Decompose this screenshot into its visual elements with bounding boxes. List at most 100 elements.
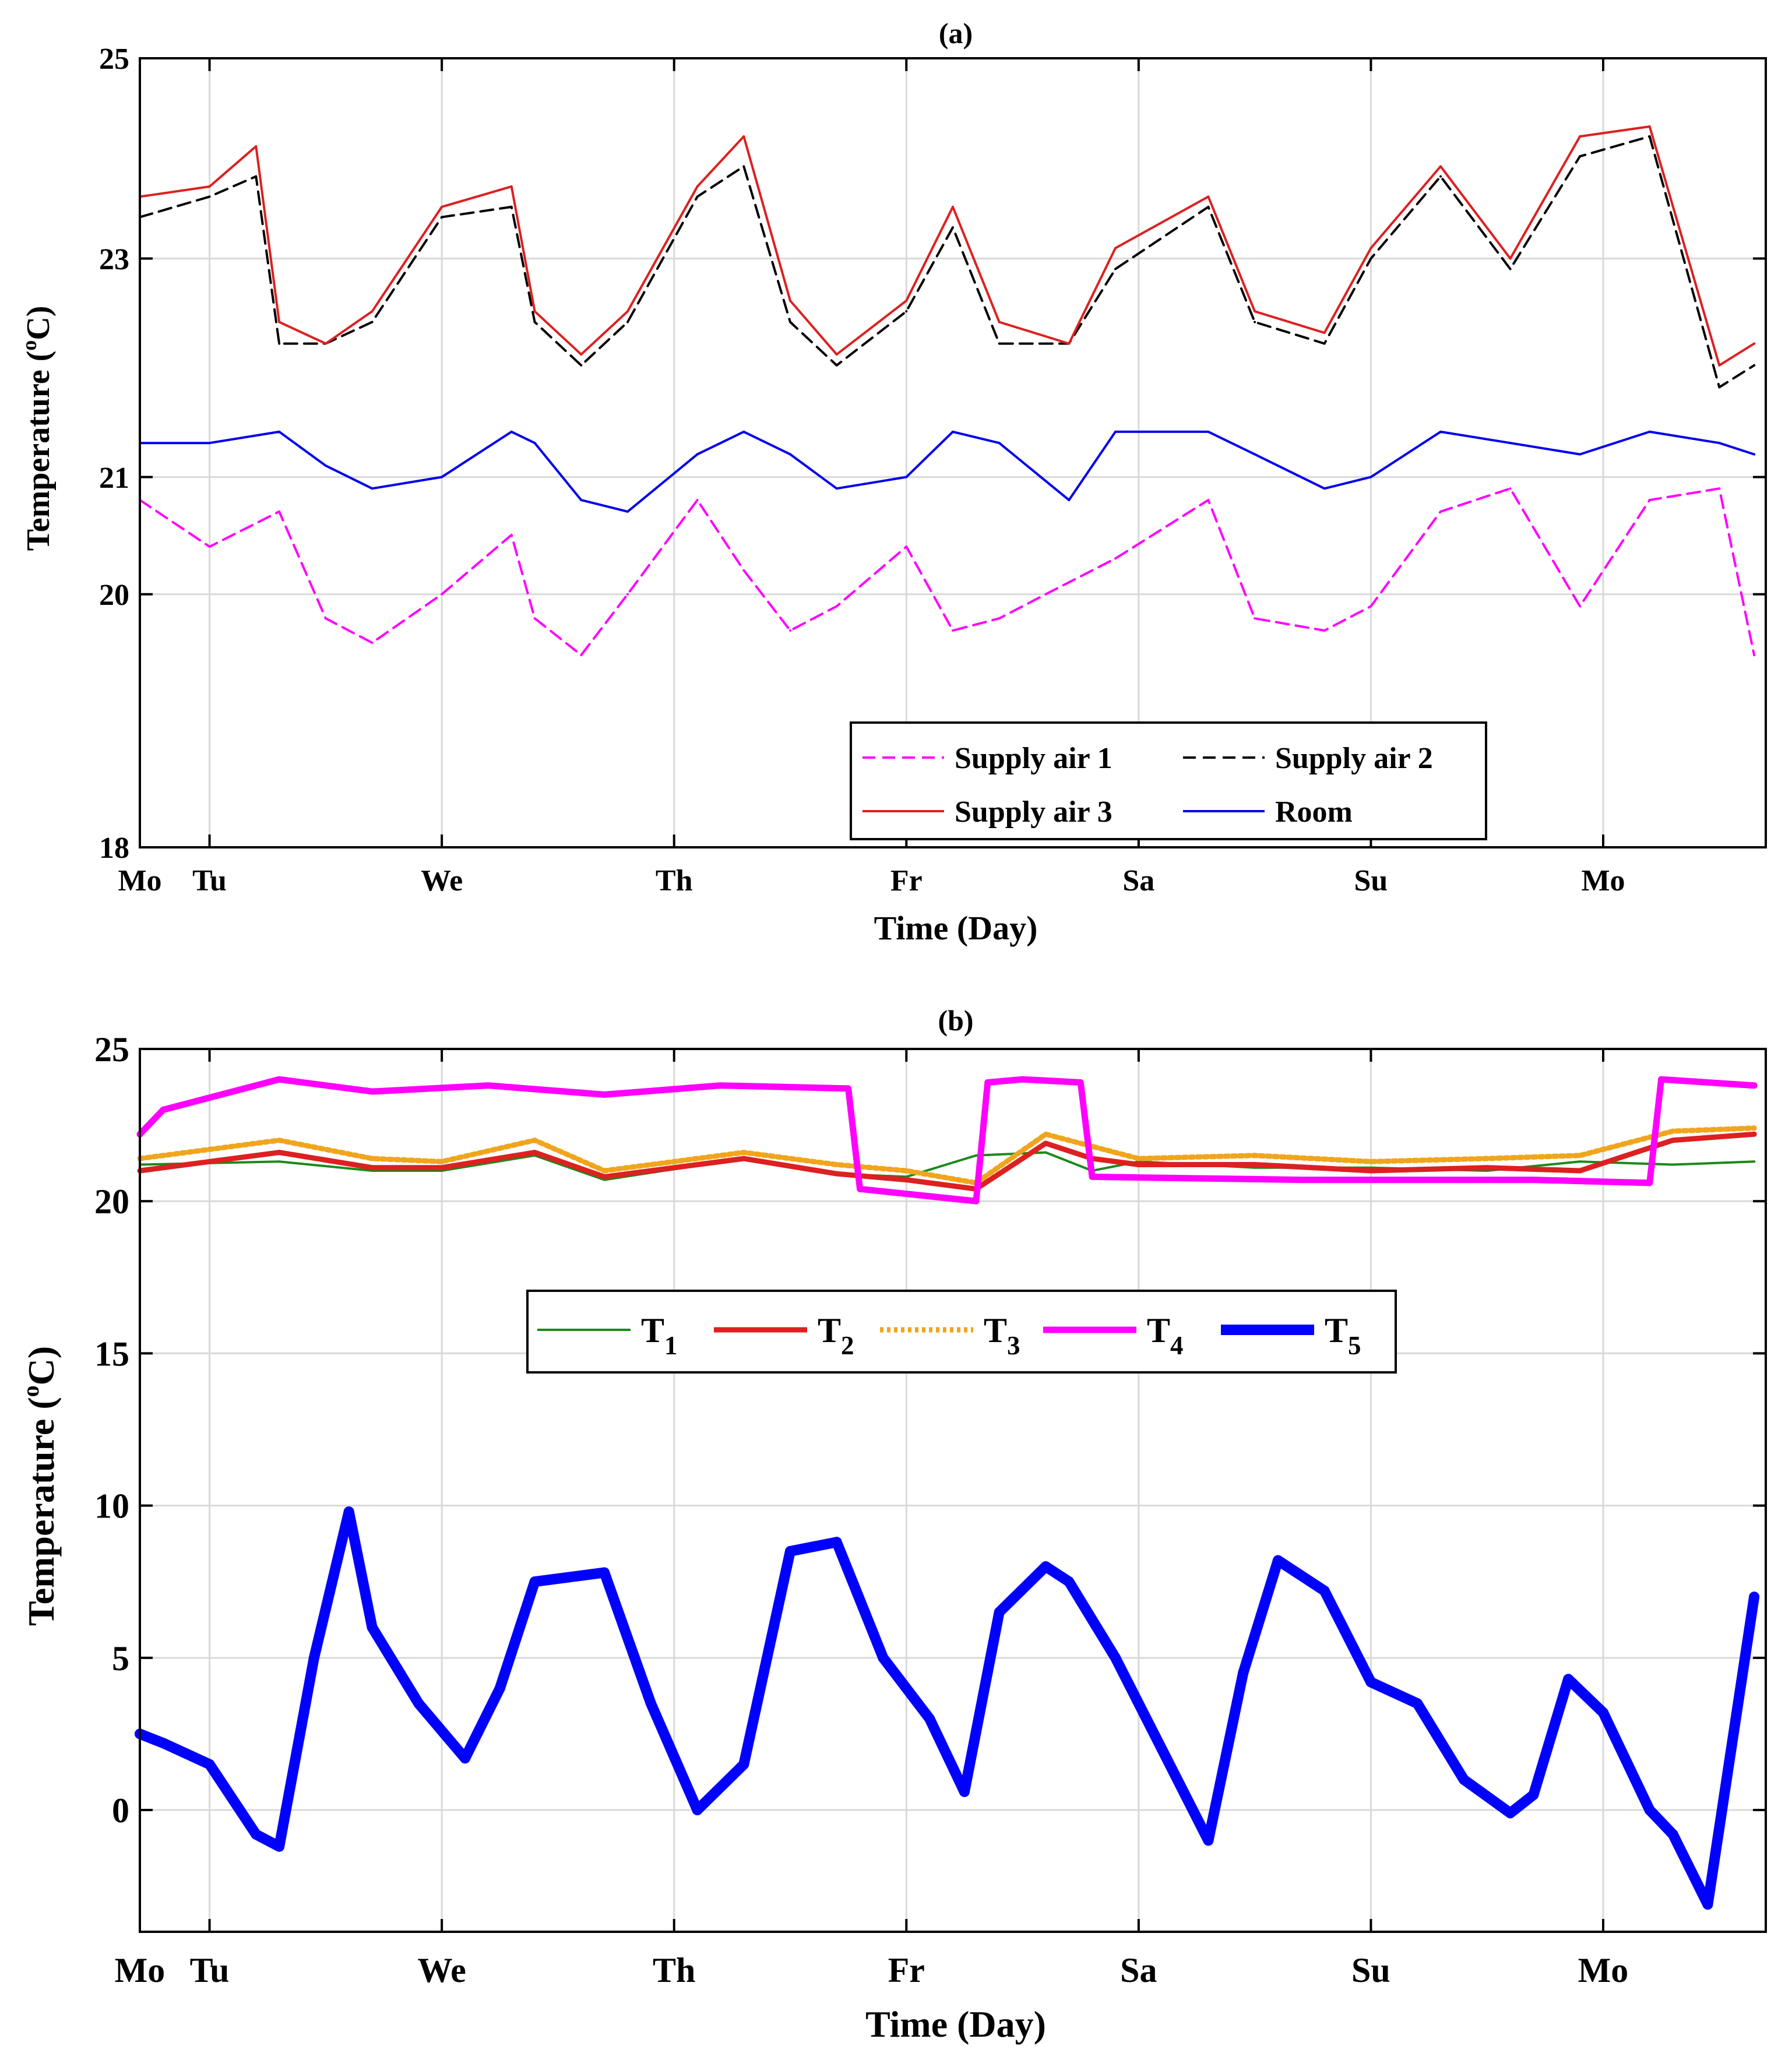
chart-b-ytick-label-0: 0 xyxy=(112,1791,129,1830)
chart-a-series-3-point-20 xyxy=(1254,453,1256,456)
chart-b-series-4-point-30 xyxy=(1365,1677,1376,1688)
chart-a-series-0-point-6 xyxy=(510,534,513,536)
chart-a-series-2-point-9 xyxy=(580,353,583,356)
chart-b-xtick-label-3: Th xyxy=(653,1951,695,1989)
chart-b-series-2-point-1 xyxy=(276,1138,282,1143)
chart-a-ytick-label-4: 25 xyxy=(99,43,129,76)
chart-a-legend: Supply air 1 Supply air 2 Supply air 3 Room xyxy=(850,721,1487,840)
chart-b-series-3-point-8 xyxy=(857,1185,864,1192)
chart-a-xtick-label-1: Tu xyxy=(192,864,227,897)
chart-b-x-axis-label: Time (Day) xyxy=(865,2003,1046,2045)
chart-a-legend-label-1: Supply air 2 xyxy=(1275,742,1433,775)
chart-a-series-1-point-6 xyxy=(441,216,443,219)
chart-b-series-1-point-15 xyxy=(1484,1165,1490,1171)
chart-b-title: (b) xyxy=(938,1004,973,1037)
chart-a-series-3-point-21 xyxy=(1323,487,1326,490)
chart-b-series-2-point-3 xyxy=(439,1158,445,1164)
chart-a-series-3-point-11 xyxy=(742,430,745,433)
chart-b-series-4-point-3 xyxy=(251,1829,262,1840)
chart-b-series-4-point-11 xyxy=(529,1576,540,1587)
chart-b-legend-label-2-main: T xyxy=(984,1311,1007,1350)
chart-b-y-axis-label: Temperature (oC) xyxy=(17,1346,62,1626)
chart-a-ylabel-end: C) xyxy=(20,306,57,340)
chart-b-legend-label-4: T5 xyxy=(1325,1311,1361,1360)
chart-b-series-4-point-37 xyxy=(1644,1805,1655,1815)
chart-a-series-3-point-7 xyxy=(533,442,536,445)
chart-a-series-0-point-26 xyxy=(1648,499,1651,502)
chart-b-series-1-point-3 xyxy=(439,1165,445,1171)
chart-a-series-0-point-23 xyxy=(1439,510,1442,513)
chart-a-series-0-point-11 xyxy=(742,569,745,572)
chart-b-legend-label-2: T3 xyxy=(984,1311,1020,1360)
chart-a-series-2-point-1 xyxy=(208,185,211,188)
chart-a-series-3-point-28 xyxy=(1753,453,1756,456)
chart-b-series-1-point-6 xyxy=(741,1156,747,1161)
chart-b-series-1-point-13 xyxy=(1252,1162,1258,1167)
chart-b-series-4-point-39 xyxy=(1702,1899,1713,1910)
chart-a-series-0-point-16 xyxy=(998,617,1001,620)
chart-b-series-0-point-18 xyxy=(1753,1160,1756,1163)
chart-b-series-4-point-12 xyxy=(599,1567,610,1578)
chart-b-series-4-point-34 xyxy=(1528,1789,1539,1800)
chart-a-xtick-label-0: Mo xyxy=(118,864,161,897)
chart-a-series-1-point-21 xyxy=(1254,321,1256,323)
chart-b-series-3-point-5 xyxy=(601,1091,608,1098)
chart-b-series-3-point-6 xyxy=(717,1082,724,1089)
chart-a-series-3-point-2 xyxy=(278,430,281,433)
chart-a-series-2-point-19 xyxy=(1114,247,1117,249)
chart-a-series-3-point-4 xyxy=(371,487,374,490)
chart-a-series-2-point-29 xyxy=(1753,342,1756,345)
chart-a-series-2-point-20 xyxy=(1207,195,1210,198)
chart-a-series-3-point-23 xyxy=(1439,430,1442,433)
chart-b-legend-label-0: T1 xyxy=(641,1311,678,1360)
chart-a-series-1-line xyxy=(139,135,1756,389)
chart-b-xtick-label-6: Su xyxy=(1351,1951,1390,1989)
chart-a-series-3-point-25 xyxy=(1579,453,1582,456)
chart-a-series-2-point-13 xyxy=(789,300,791,302)
chart-a-series-2-point-5 xyxy=(371,310,374,313)
chart-a-series-1-point-27 xyxy=(1648,135,1651,138)
chart-a-series-1-point-26 xyxy=(1579,155,1582,158)
chart-a-series-0-point-22 xyxy=(1369,605,1372,608)
chart-b-ytick-label-4: 20 xyxy=(94,1182,129,1221)
chart-a-legend-box xyxy=(850,721,1487,840)
chart-b-series-1-point-16 xyxy=(1577,1168,1583,1174)
chart-b-series-2-point-2 xyxy=(369,1156,375,1161)
chart-b-series-3-point-11 xyxy=(1019,1076,1026,1083)
chart-a-series-0-point-10 xyxy=(696,499,699,502)
chart-a-legend-label-3-main: Room xyxy=(1275,795,1353,829)
chart-b-legend-label-1: T2 xyxy=(818,1311,854,1360)
chart-b-series-4-point-14 xyxy=(692,1805,703,1815)
chart-a-series-1-point-7 xyxy=(510,206,513,208)
chart-a-series-3-point-24 xyxy=(1509,442,1512,445)
chart-b-series-4-point-4 xyxy=(274,1841,285,1852)
chart-a-series-3-point-10 xyxy=(696,453,699,456)
chart-a-ylabel-sup: o xyxy=(17,340,41,351)
chart-b-series-4-point-40 xyxy=(1749,1591,1760,1603)
chart-b-series-2-point-10 xyxy=(1043,1131,1048,1137)
chart-b-series-4-point-28 xyxy=(1273,1555,1283,1566)
chart-b-series-4-point-36 xyxy=(1598,1707,1608,1718)
chart-b-series-4-point-2 xyxy=(204,1759,215,1770)
chart-b-series-3-point-9 xyxy=(973,1198,980,1205)
chart-a-ylabel-main: Temperature ( xyxy=(20,351,57,551)
chart-b-series-2-point-13 xyxy=(1252,1153,1258,1158)
chart-b-series-1-point-14 xyxy=(1368,1168,1374,1174)
chart-a-series-2-point-15 xyxy=(905,300,908,302)
chart-b-legend-label-0-main: T xyxy=(641,1311,664,1350)
chart-b-ylabel-main: Temperature ( xyxy=(20,1397,62,1626)
chart-a-series-1-point-5 xyxy=(371,321,374,323)
chart-b-series-4-point-23 xyxy=(1064,1576,1075,1587)
chart-a-series-2-point-14 xyxy=(835,353,838,356)
chart-b-plot-area xyxy=(135,1076,1760,1910)
chart-a-series-2-point-7 xyxy=(510,185,513,188)
chart-b-series-3-point-2 xyxy=(276,1076,283,1083)
chart-b-series-4-point-19 xyxy=(924,1713,935,1724)
chart-b-series-4-point-9 xyxy=(460,1753,470,1764)
chart-a-series-0-point-27 xyxy=(1718,487,1721,490)
chart-a-series-2-point-21 xyxy=(1254,310,1256,313)
chart-a-series-3-point-1 xyxy=(208,442,211,445)
chart-b-legend-label-1-sub: 2 xyxy=(841,1331,854,1360)
chart-b-legend-label-2-sub: 3 xyxy=(1007,1331,1020,1360)
